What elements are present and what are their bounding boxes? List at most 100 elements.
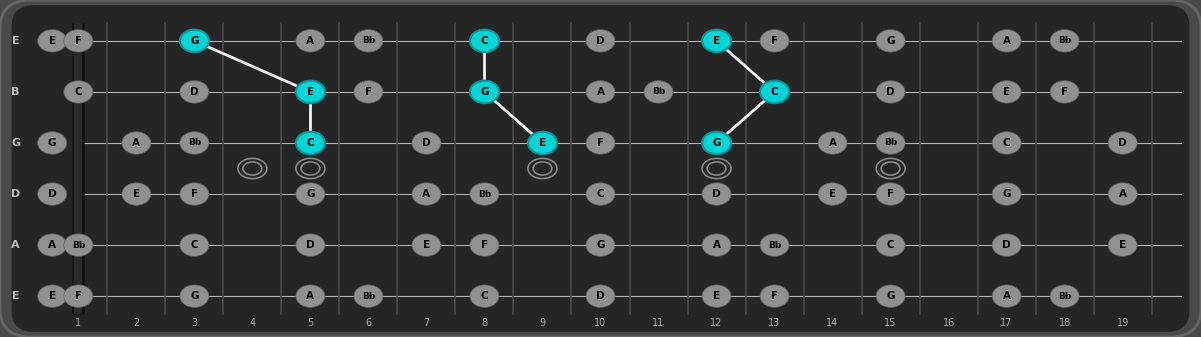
Ellipse shape [1050,285,1080,307]
Ellipse shape [1109,234,1137,256]
Text: A: A [423,189,430,199]
Text: C: C [480,36,489,46]
Text: E: E [713,36,721,46]
Text: D: D [48,189,56,199]
Ellipse shape [295,285,325,307]
Text: D: D [306,240,315,250]
Ellipse shape [703,132,731,154]
Ellipse shape [64,30,92,52]
Ellipse shape [992,234,1021,256]
Ellipse shape [586,81,615,103]
Text: D: D [11,189,20,199]
Text: E: E [539,138,546,148]
Text: 19: 19 [1117,318,1129,328]
Text: 7: 7 [423,318,430,328]
Text: G: G [190,36,198,46]
Ellipse shape [703,183,731,205]
Text: 18: 18 [1058,318,1071,328]
Text: Bb: Bb [767,241,781,250]
Text: A: A [1003,291,1010,301]
Text: E: E [1119,240,1127,250]
Ellipse shape [470,30,498,52]
Ellipse shape [528,132,557,154]
Ellipse shape [1050,30,1080,52]
Ellipse shape [180,81,209,103]
Text: F: F [597,138,604,148]
Text: G: G [11,138,20,148]
Text: E: E [423,240,430,250]
Text: Bb: Bb [1058,36,1071,45]
Text: Bb: Bb [652,87,665,96]
Ellipse shape [354,285,383,307]
Ellipse shape [818,183,847,205]
Text: G: G [1003,189,1011,199]
Ellipse shape [760,81,789,103]
Text: Bb: Bb [478,189,491,198]
Ellipse shape [412,234,441,256]
Text: A: A [306,36,315,46]
Ellipse shape [295,30,325,52]
Ellipse shape [876,30,906,52]
Text: G: G [190,291,198,301]
Ellipse shape [470,234,498,256]
Text: 15: 15 [884,318,897,328]
Ellipse shape [354,81,383,103]
Text: C: C [597,189,604,199]
Text: D: D [596,36,605,46]
Text: Bb: Bb [72,241,85,250]
Text: E: E [133,189,139,199]
Ellipse shape [1050,81,1080,103]
Text: 5: 5 [307,318,313,328]
Ellipse shape [37,132,67,154]
Ellipse shape [180,132,209,154]
Text: E: E [713,291,721,301]
Ellipse shape [180,30,209,52]
Text: G: G [886,36,895,46]
Ellipse shape [992,285,1021,307]
Text: D: D [1003,240,1011,250]
Text: D: D [596,291,605,301]
Ellipse shape [644,81,673,103]
Text: F: F [888,189,895,199]
Text: 1: 1 [76,318,82,328]
Text: 4: 4 [250,318,256,328]
Text: A: A [597,87,604,97]
Text: G: G [596,240,605,250]
Ellipse shape [876,285,906,307]
Text: E: E [829,189,836,199]
Text: E: E [1003,87,1010,97]
Text: A: A [48,240,56,250]
Ellipse shape [1109,183,1137,205]
Ellipse shape [121,183,151,205]
Text: A: A [132,138,141,148]
Text: C: C [74,87,82,97]
Text: D: D [886,87,895,97]
Text: Bb: Bb [884,139,897,148]
Text: C: C [886,240,895,250]
Text: 9: 9 [539,318,545,328]
Ellipse shape [121,132,151,154]
Text: E: E [49,36,55,46]
Ellipse shape [760,285,789,307]
Text: G: G [480,87,489,97]
Ellipse shape [586,285,615,307]
Text: F: F [771,291,778,301]
Ellipse shape [37,285,67,307]
Ellipse shape [760,30,789,52]
Text: A: A [1118,189,1127,199]
Text: F: F [1062,87,1068,97]
Text: F: F [480,240,488,250]
Ellipse shape [586,30,615,52]
Text: B: B [12,87,20,97]
Ellipse shape [412,132,441,154]
Text: E: E [12,291,19,301]
Ellipse shape [37,30,67,52]
Text: 17: 17 [1000,318,1012,328]
Text: D: D [712,189,721,199]
Text: 11: 11 [652,318,664,328]
Text: G: G [306,189,315,199]
Ellipse shape [295,132,325,154]
Text: F: F [771,36,778,46]
Text: A: A [712,240,721,250]
Ellipse shape [703,285,731,307]
